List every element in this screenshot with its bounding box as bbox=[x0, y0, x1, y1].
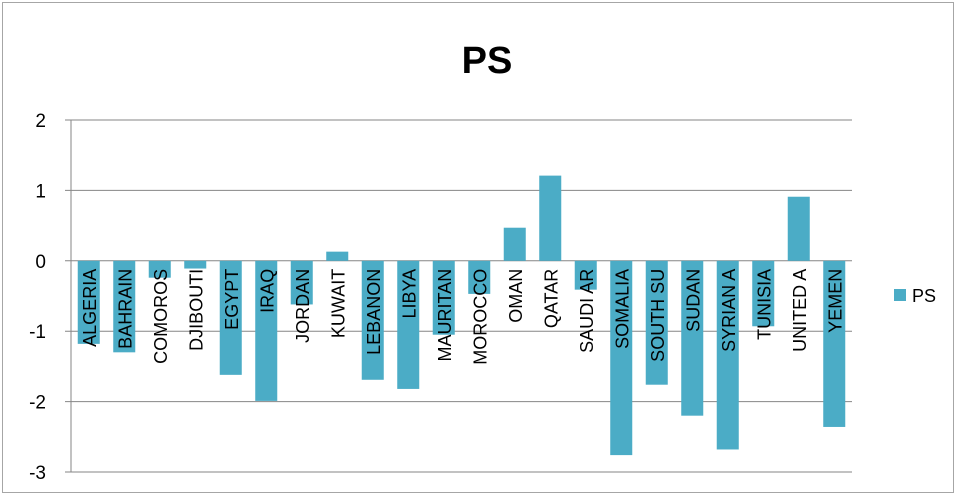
category-label: MAURITAN bbox=[435, 269, 455, 362]
category-label: SYRIAN A bbox=[719, 269, 739, 352]
category-label: SOUTH SU bbox=[648, 269, 668, 362]
chart-title: PS bbox=[462, 40, 513, 82]
bar bbox=[113, 260, 136, 353]
bar bbox=[681, 260, 704, 416]
bar bbox=[290, 260, 313, 305]
category-label: KUWAIT bbox=[328, 269, 348, 338]
y-tick-label: 0 bbox=[35, 252, 46, 273]
legend-label: PS bbox=[912, 286, 936, 306]
gridlines bbox=[65, 119, 852, 473]
y-tick-label: 1 bbox=[35, 181, 46, 202]
bar bbox=[184, 260, 207, 269]
category-label: UNITED A bbox=[790, 269, 810, 352]
bar bbox=[432, 260, 455, 335]
y-tick-label: -2 bbox=[29, 393, 46, 414]
legend: PS bbox=[894, 286, 936, 306]
category-label: MOROCCO bbox=[470, 269, 490, 365]
bar bbox=[255, 260, 278, 401]
bar bbox=[787, 196, 810, 261]
bar bbox=[503, 227, 526, 261]
bar bbox=[610, 260, 633, 456]
y-tick-label: -1 bbox=[29, 322, 46, 343]
bar bbox=[361, 260, 384, 380]
category-label: TUNISIA bbox=[754, 269, 774, 340]
bar bbox=[539, 175, 562, 261]
category-label: SUDAN bbox=[683, 269, 703, 332]
bar bbox=[645, 260, 668, 385]
category-label: LEBANON bbox=[364, 269, 384, 355]
y-tick-label: 2 bbox=[35, 111, 46, 132]
bar bbox=[823, 260, 846, 427]
category-label: SOMALIA bbox=[612, 269, 632, 349]
category-label: LIBYA bbox=[399, 269, 419, 319]
category-label: OMAN bbox=[506, 269, 526, 323]
category-label: JORDAN bbox=[293, 269, 313, 343]
category-label: IRAQ bbox=[257, 269, 277, 313]
y-axis-tick-labels: 2 1 0 -1 -2 -3 bbox=[29, 111, 46, 484]
bar bbox=[397, 260, 420, 389]
bar bbox=[148, 260, 171, 278]
bar bbox=[77, 260, 100, 344]
category-label: SAUDI AR bbox=[577, 269, 597, 353]
y-tick-label: -3 bbox=[29, 463, 46, 484]
category-labels: ALGERIA BAHRAIN COMOROS DJIBOUTI EGYPT IRAQ JO… bbox=[80, 269, 846, 365]
bar bbox=[468, 260, 491, 294]
bars bbox=[77, 175, 846, 456]
bar bbox=[326, 251, 349, 261]
bar bbox=[219, 260, 242, 375]
category-label: COMOROS bbox=[151, 269, 171, 364]
category-label: BAHRAIN bbox=[115, 269, 135, 349]
category-label: YEMEN bbox=[825, 269, 845, 333]
bar bbox=[574, 260, 597, 290]
legend-swatch bbox=[894, 289, 906, 301]
category-label: QATAR bbox=[541, 269, 561, 328]
bar bbox=[752, 260, 775, 327]
bar bbox=[716, 260, 739, 450]
category-label: DJIBOUTI bbox=[186, 269, 206, 351]
category-label: EGYPT bbox=[222, 269, 242, 330]
category-label: ALGERIA bbox=[80, 269, 100, 347]
